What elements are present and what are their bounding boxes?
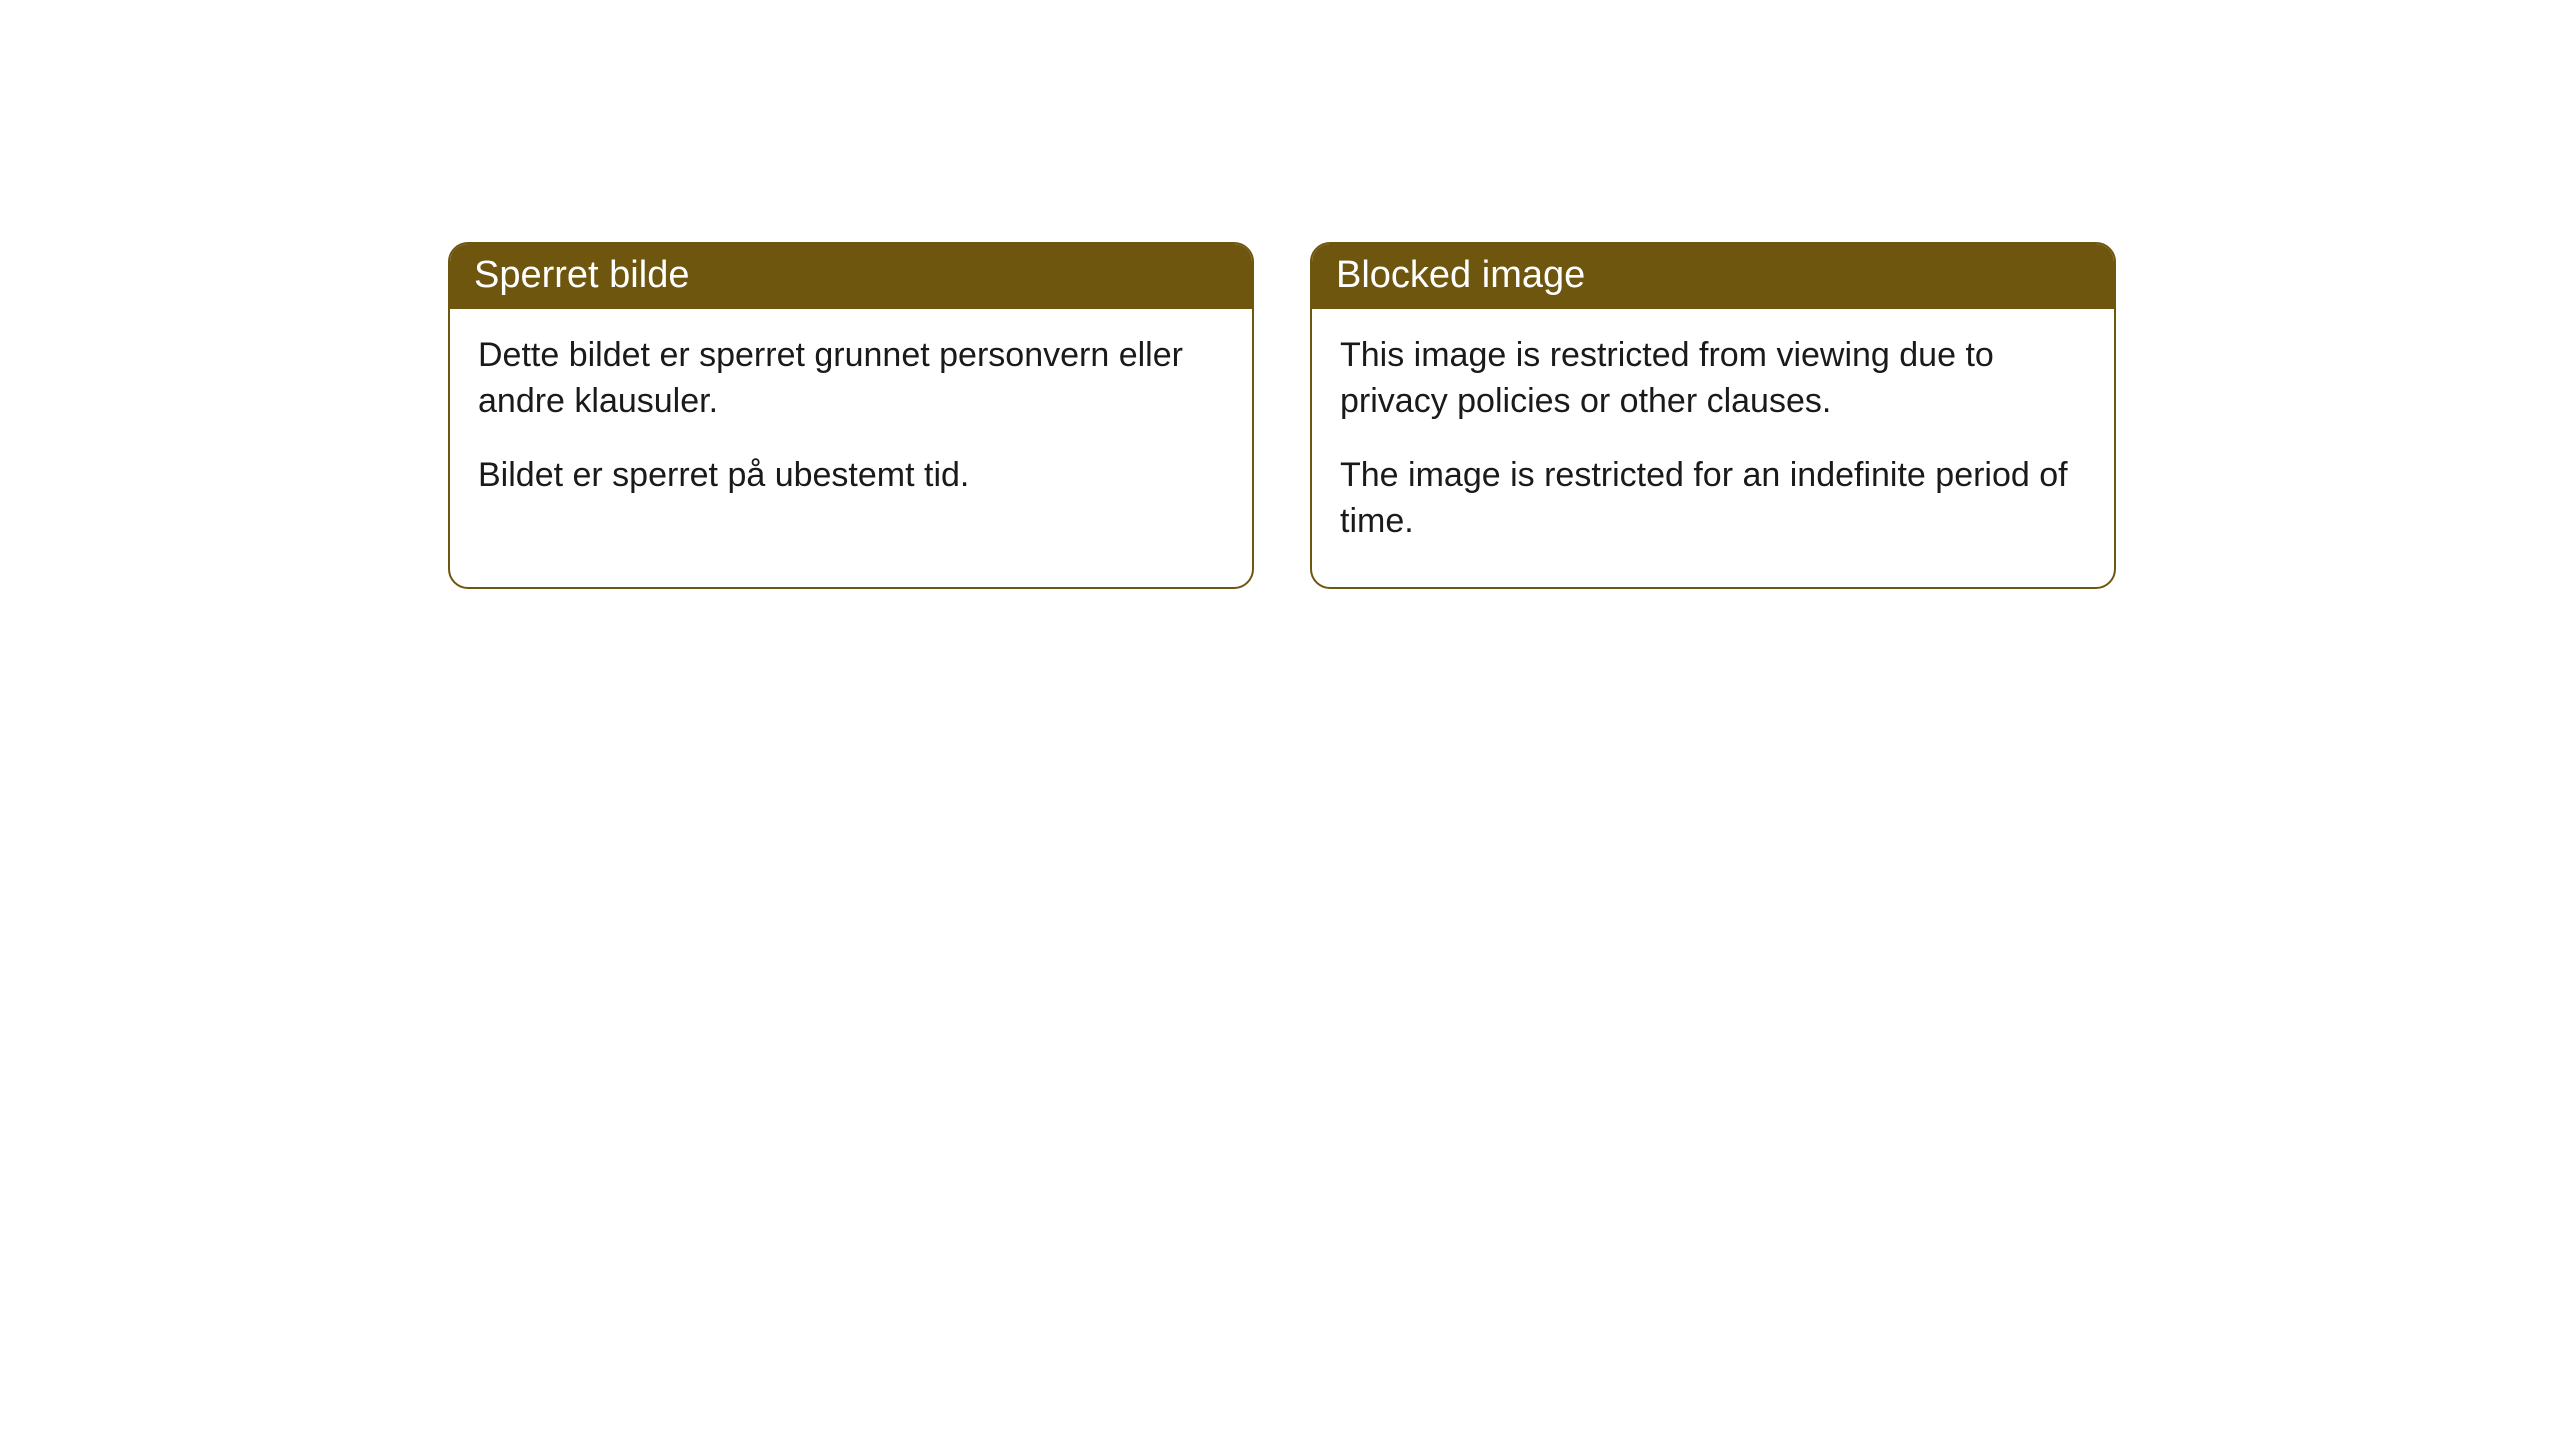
card-header-no: Sperret bilde	[450, 244, 1252, 309]
card-paragraph-1-en: This image is restricted from viewing du…	[1340, 333, 2086, 425]
card-body-en: This image is restricted from viewing du…	[1312, 309, 2114, 587]
notice-container: Sperret bilde Dette bildet er sperret gr…	[448, 242, 2116, 589]
card-paragraph-2-en: The image is restricted for an indefinit…	[1340, 453, 2086, 545]
blocked-image-card-no: Sperret bilde Dette bildet er sperret gr…	[448, 242, 1254, 589]
blocked-image-card-en: Blocked image This image is restricted f…	[1310, 242, 2116, 589]
card-title-no: Sperret bilde	[474, 254, 689, 296]
card-body-no: Dette bildet er sperret grunnet personve…	[450, 309, 1252, 541]
card-paragraph-1-no: Dette bildet er sperret grunnet personve…	[478, 333, 1224, 425]
card-paragraph-2-no: Bildet er sperret på ubestemt tid.	[478, 453, 1224, 499]
card-header-en: Blocked image	[1312, 244, 2114, 309]
card-title-en: Blocked image	[1336, 254, 1585, 296]
